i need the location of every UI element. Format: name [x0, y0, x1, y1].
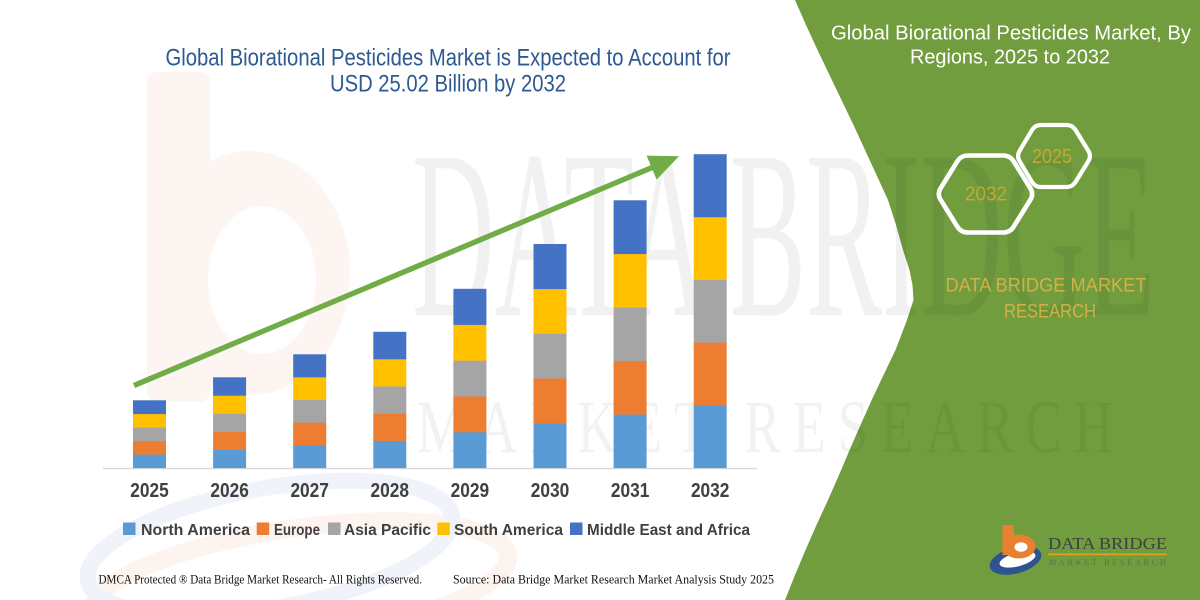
- svg-text:DATA BRIDGE MARKET: DATA BRIDGE MARKET: [946, 276, 1147, 297]
- svg-text:2032: 2032: [965, 184, 1007, 206]
- svg-text:2031: 2031: [611, 480, 650, 502]
- svg-text:2028: 2028: [371, 480, 410, 502]
- svg-text:MARKET RESEARCH: MARKET RESEARCH: [417, 386, 1125, 469]
- svg-text:Source: Data Bridge Market Res: Source: Data Bridge Market Research Mark…: [453, 572, 774, 587]
- svg-text:Europe: Europe: [274, 522, 320, 539]
- svg-text:2032: 2032: [691, 480, 730, 502]
- svg-text:USD 25.02 Billion by 2032: USD 25.02 Billion by 2032: [330, 70, 566, 97]
- svg-text:2029: 2029: [451, 480, 490, 502]
- svg-text:South America: South America: [454, 522, 563, 539]
- svg-text:2025: 2025: [1032, 146, 1072, 168]
- svg-text:MARKET RESEARCH: MARKET RESEARCH: [1049, 558, 1168, 567]
- svg-text:2026: 2026: [210, 480, 249, 502]
- svg-text:2027: 2027: [290, 480, 329, 502]
- svg-text:Asia Pacific: Asia Pacific: [344, 522, 431, 539]
- svg-text:DATA BRIDGE: DATA BRIDGE: [1048, 534, 1167, 553]
- svg-text:DATA BRIDGE: DATA BRIDGE: [412, 101, 1155, 367]
- svg-text:Middle East and Africa: Middle East and Africa: [587, 522, 750, 539]
- svg-text:Global Biorational Pesticides: Global Biorational Pesticides Market is …: [166, 45, 731, 72]
- svg-text:DMCA Protected ® Data Bridge M: DMCA Protected ® Data Bridge Market Rese…: [99, 572, 423, 587]
- svg-text:RESEARCH: RESEARCH: [1004, 302, 1096, 323]
- svg-text:North America: North America: [141, 522, 250, 539]
- svg-text:2025: 2025: [130, 480, 169, 502]
- svg-text:Regions, 2025 to 2032: Regions, 2025 to 2032: [910, 46, 1110, 68]
- svg-text:2030: 2030: [531, 480, 570, 502]
- svg-text:Global Biorational Pesticides: Global Biorational Pesticides Market, By: [831, 22, 1191, 44]
